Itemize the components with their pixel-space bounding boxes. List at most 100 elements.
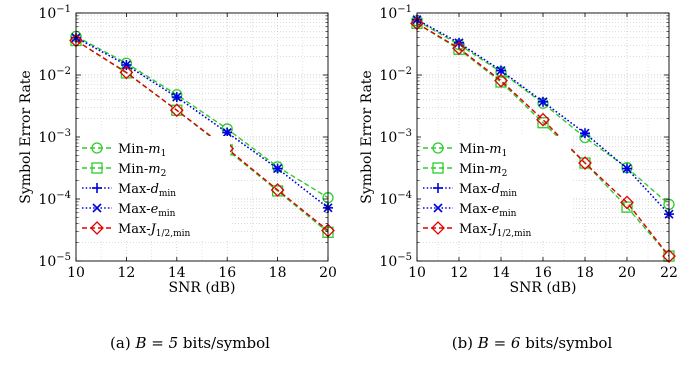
series-line: [416, 22, 670, 257]
y-tick-label: 10−5: [379, 252, 412, 270]
y-tick-label: 10−4: [38, 190, 71, 208]
y-tick-exponent: −1: [56, 4, 71, 15]
y-axis-label: Symbol Error Rate: [18, 70, 34, 203]
marker-x-b: [580, 128, 590, 138]
x-tick-label: 16: [218, 265, 236, 281]
marker-diamond: [90, 221, 104, 235]
legend-label-base: Max-: [459, 222, 492, 237]
y-tick-label: 10−5: [38, 252, 71, 270]
legend-label-base: Max-: [459, 182, 492, 197]
caption-unit: bits/symbol: [183, 334, 270, 352]
x-tick-label: 22: [660, 265, 678, 281]
legend-label: Max-emin: [459, 202, 517, 219]
legend-label-subscript: min: [159, 189, 176, 199]
y-tick-exponent: −4: [56, 190, 71, 201]
marker-square: [579, 157, 591, 169]
series-line: [416, 22, 670, 257]
x-tick-label: 20: [618, 265, 636, 281]
marker-square: [537, 117, 549, 129]
y-tick-label: 10−1: [38, 4, 71, 22]
series-line: [75, 39, 329, 232]
y-tick-exponent: −5: [397, 252, 412, 263]
caption: (a) B = 5 bits/symbol: [110, 334, 270, 352]
legend-label-subscript: 2: [502, 169, 508, 179]
x-tick-label: 18: [269, 265, 287, 281]
legend-label-subscript: 1: [502, 149, 508, 159]
y-tick-exponent: −5: [56, 252, 71, 263]
y-tick-base: 10: [38, 68, 56, 84]
legend-label-subscript: 1/2,min: [497, 229, 532, 239]
caption-expression: B = 6: [477, 334, 525, 352]
legend-label-symbol: m: [489, 142, 501, 157]
marker-diamond: [270, 183, 285, 197]
y-tick-label: 10−2: [379, 66, 412, 84]
caption: (b) B = 6 bits/symbol: [452, 334, 613, 352]
legend-label-subscript: 2: [161, 169, 167, 179]
legend: Min-m1 Min-m2 Max-dmin Max-emin Max-J1/2,min: [80, 136, 230, 240]
marker-diamond: [169, 103, 184, 118]
marker-diamond: [536, 112, 550, 127]
series-diamond: [410, 16, 676, 264]
y-tick-exponent: −2: [56, 66, 71, 77]
marker-diamond: [662, 249, 676, 264]
y-axis-label: Symbol Error Rate: [359, 70, 375, 203]
legend-label: Max-dmin: [118, 182, 176, 199]
legend-label-symbol: d: [151, 182, 159, 197]
marker-circle: [432, 142, 444, 154]
caption-label: (b): [452, 334, 478, 352]
marker-diamond: [494, 73, 508, 88]
legend-label-base: Max-: [118, 202, 151, 217]
legend-label-base: Min-: [118, 142, 148, 157]
legend-label-subscript: min: [500, 189, 517, 199]
y-tick-label: 10−3: [379, 128, 412, 146]
marker-diamond: [119, 65, 134, 80]
caption-unit: bits/symbol: [525, 334, 612, 352]
y-tick-label: 10−4: [379, 190, 412, 208]
y-tick-base: 10: [38, 192, 56, 208]
y-tick-base: 10: [379, 130, 397, 146]
y-tick-base: 10: [38, 130, 56, 146]
legend-label: Max-dmin: [459, 182, 517, 199]
legend-label: Min-m2: [118, 162, 166, 179]
legend-label-symbol: m: [489, 162, 501, 177]
x-tick-label: 10: [67, 265, 85, 281]
legend-label-symbol: J: [489, 222, 498, 237]
legend-label: Min-m1: [118, 142, 166, 159]
marker-diamond: [578, 156, 592, 170]
x-tick-label: 12: [450, 265, 468, 281]
marker-x-b: [622, 163, 632, 174]
legend-label: Min-m2: [459, 162, 507, 179]
x-tick-label: 10: [408, 265, 426, 281]
legend-label: Max-J1/2,min: [118, 222, 191, 239]
marker-square: [91, 162, 103, 174]
y-tick-base: 10: [38, 254, 56, 270]
legend-label: Min-m1: [459, 142, 507, 159]
marker-x-b: [92, 203, 102, 213]
marker-diamond: [620, 195, 634, 210]
x-tick-label: 12: [117, 265, 135, 281]
y-tick-exponent: −3: [56, 128, 71, 139]
legend-label: Max-emin: [118, 202, 176, 219]
caption-expression: B = 5: [134, 334, 182, 352]
x-axis-label: SNR (dB): [509, 280, 576, 296]
y-tick-label: 10−2: [38, 66, 71, 84]
y-tick-exponent: −4: [397, 190, 412, 201]
y-tick-base: 10: [38, 6, 56, 22]
x-tick-label: 14: [168, 265, 186, 281]
y-tick-base: 10: [379, 6, 397, 22]
x-tick-label: 18: [576, 265, 594, 281]
legend-label-symbol: d: [492, 182, 500, 197]
legend-label-symbol: e: [492, 202, 500, 217]
legend-label-subscript: 1/2,min: [156, 229, 191, 239]
caption-label: (a): [110, 334, 135, 352]
y-tick-exponent: −3: [397, 128, 412, 139]
legend-label-base: Max-: [459, 202, 492, 217]
y-tick-exponent: −2: [397, 66, 412, 77]
legend-label-base: Min-: [459, 162, 489, 177]
marker-circle: [91, 142, 103, 154]
legend-label-base: Max-: [118, 222, 151, 237]
